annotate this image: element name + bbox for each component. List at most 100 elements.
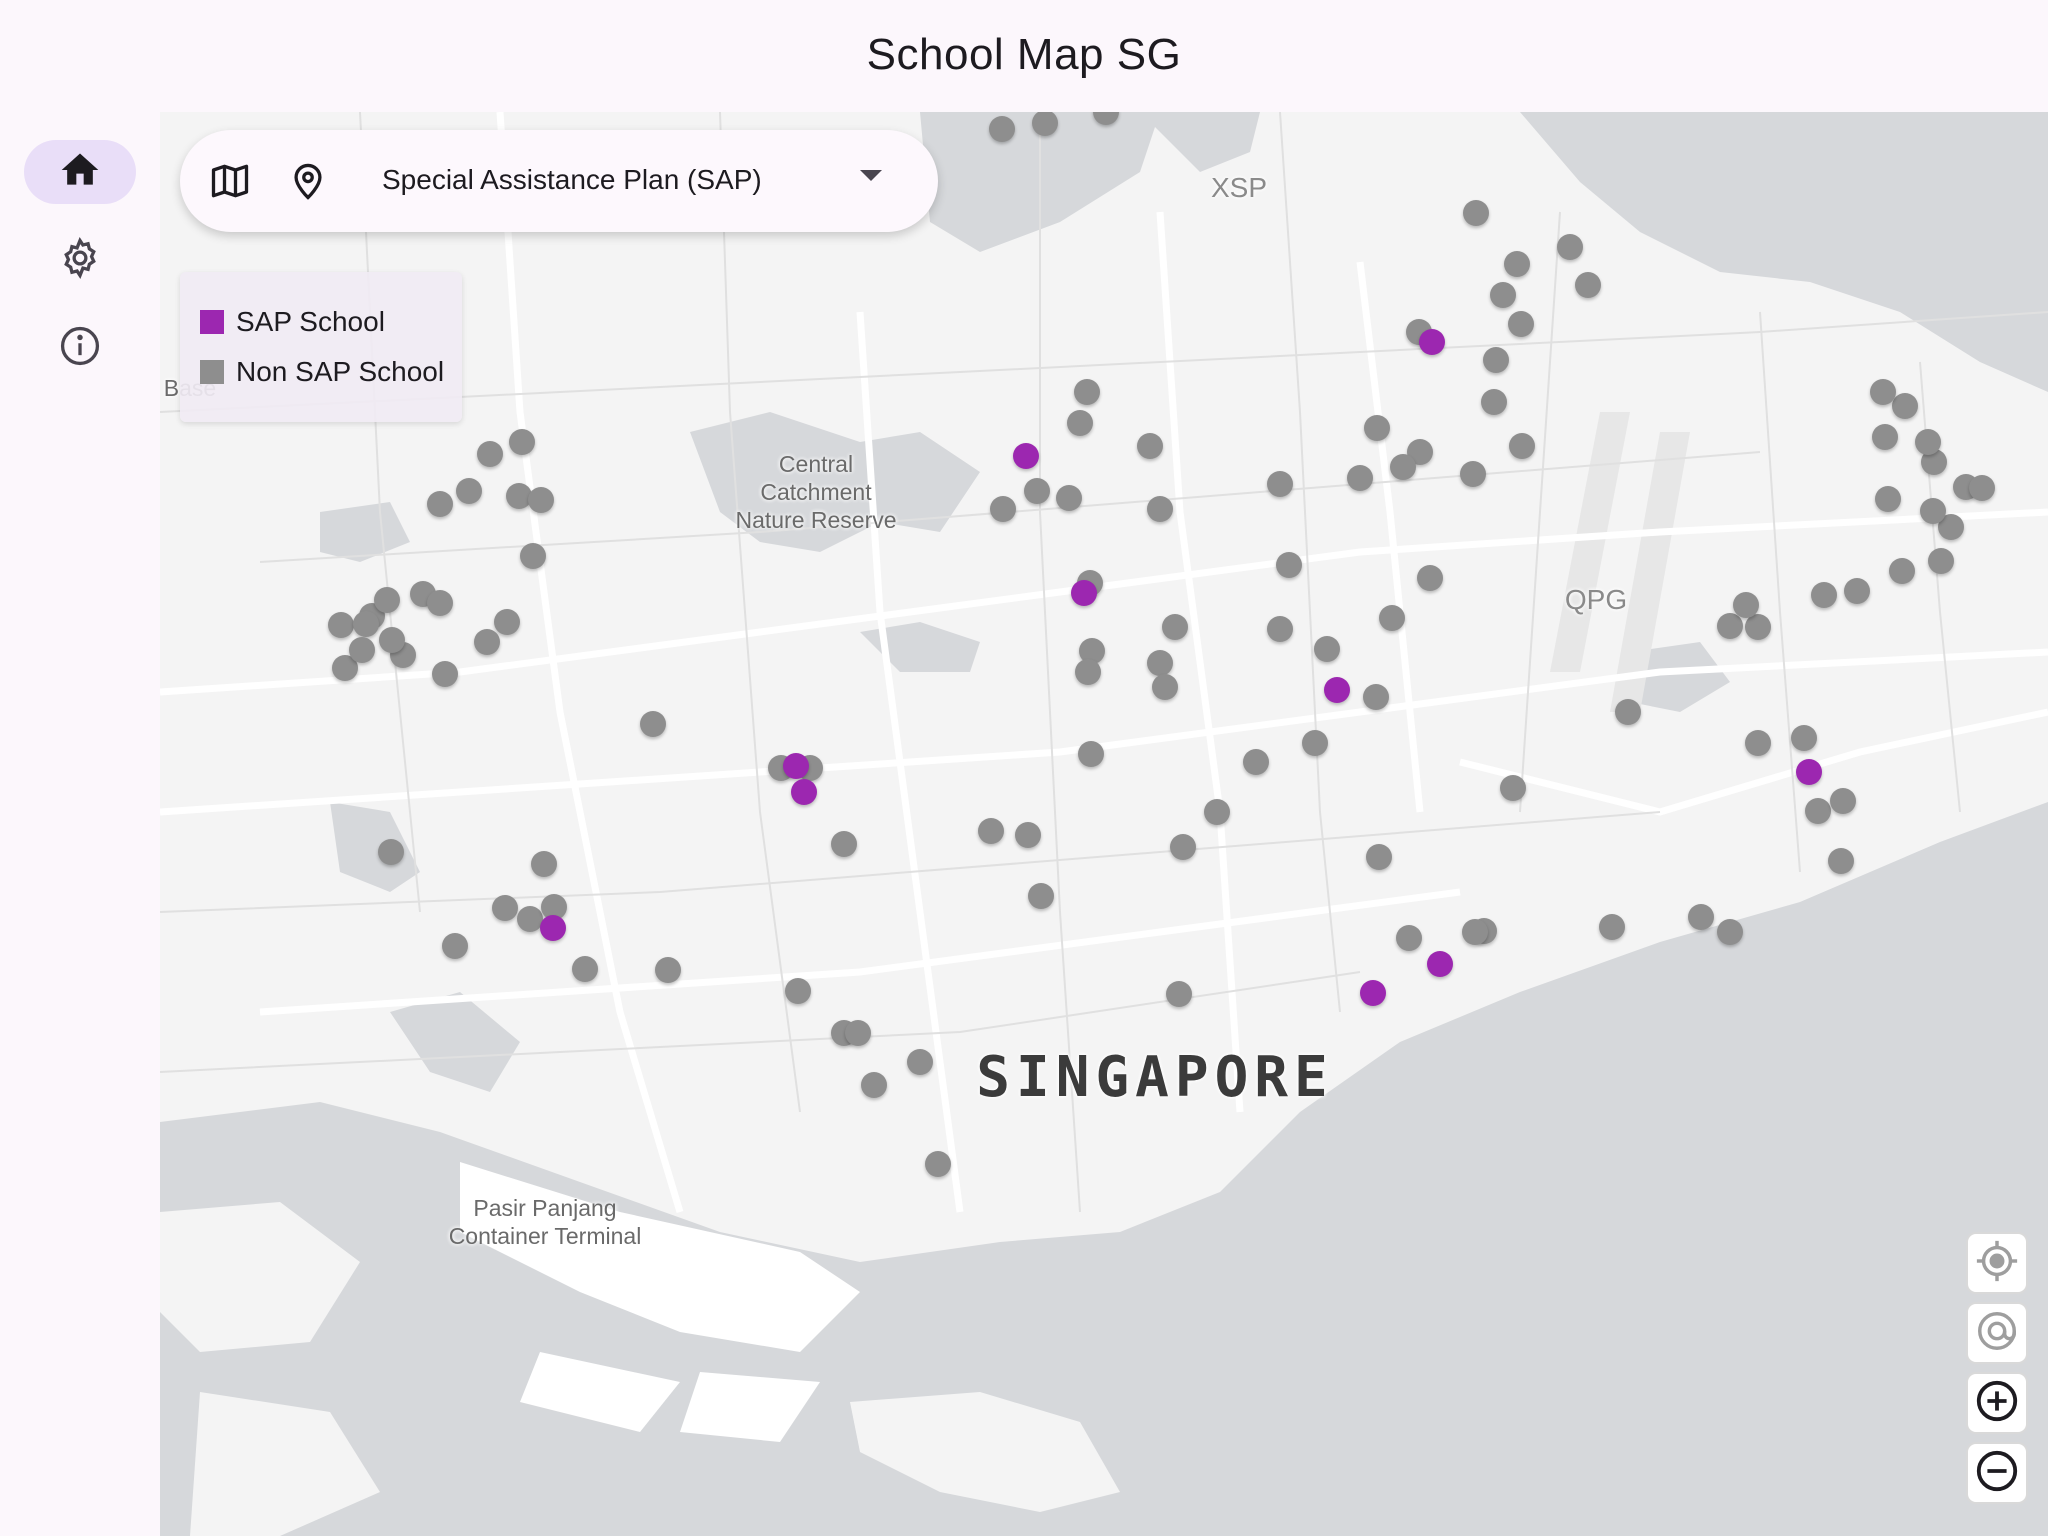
school-marker-non-sap[interactable] [1028,883,1054,909]
school-marker-non-sap[interactable] [427,590,453,616]
school-marker-non-sap[interactable] [328,612,354,638]
school-marker-non-sap[interactable] [1243,749,1269,775]
school-marker-non-sap[interactable] [1745,614,1771,640]
school-marker-non-sap[interactable] [477,441,503,467]
school-marker-non-sap[interactable] [1366,844,1392,870]
school-marker-non-sap[interactable] [379,627,405,653]
school-marker-sap[interactable] [1419,329,1445,355]
school-marker-non-sap[interactable] [374,587,400,613]
school-marker-non-sap[interactable] [1892,393,1918,419]
school-marker-non-sap[interactable] [907,1049,933,1075]
school-map[interactable]: Central Catchment Nature Reserve Pasir P… [160,112,2048,1536]
nav-settings-button[interactable] [24,228,136,292]
school-marker-non-sap[interactable] [1717,613,1743,639]
school-marker-non-sap[interactable] [1170,834,1196,860]
school-marker-non-sap[interactable] [1276,552,1302,578]
school-type-select[interactable]: Special Assistance Plan (SAP) [382,164,762,195]
school-marker-non-sap[interactable] [520,543,546,569]
school-marker-non-sap[interactable] [528,487,554,513]
school-marker-non-sap[interactable] [1828,848,1854,874]
school-marker-non-sap[interactable] [1396,925,1422,951]
school-marker-non-sap[interactable] [1615,699,1641,725]
school-marker-non-sap[interactable] [1074,379,1100,405]
school-marker-non-sap[interactable] [1733,592,1759,618]
school-marker-sap[interactable] [1324,677,1350,703]
school-marker-non-sap[interactable] [1889,558,1915,584]
school-marker-non-sap[interactable] [1844,578,1870,604]
school-marker-non-sap[interactable] [1147,650,1173,676]
school-marker-non-sap[interactable] [845,1020,871,1046]
school-marker-non-sap[interactable] [1500,775,1526,801]
school-marker-sap[interactable] [540,915,566,941]
school-marker-non-sap[interactable] [1509,433,1535,459]
school-marker-non-sap[interactable] [1314,636,1340,662]
school-marker-non-sap[interactable] [1805,798,1831,824]
school-marker-sap[interactable] [1013,443,1039,469]
school-marker-non-sap[interactable] [861,1072,887,1098]
school-marker-non-sap[interactable] [989,116,1015,142]
school-marker-non-sap[interactable] [1024,478,1050,504]
school-marker-non-sap[interactable] [1347,465,1373,491]
school-marker-non-sap[interactable] [1969,475,1995,501]
nav-home-button[interactable] [24,140,136,204]
school-marker-non-sap[interactable] [1015,822,1041,848]
school-marker-non-sap[interactable] [990,496,1016,522]
school-marker-non-sap[interactable] [1462,919,1488,945]
school-marker-non-sap[interactable] [1302,730,1328,756]
school-marker-non-sap[interactable] [655,957,681,983]
school-marker-sap[interactable] [1071,580,1097,606]
school-marker-non-sap[interactable] [1379,605,1405,631]
school-marker-non-sap[interactable] [1056,485,1082,511]
school-marker-non-sap[interactable] [1599,914,1625,940]
school-marker-non-sap[interactable] [1364,415,1390,441]
school-marker-non-sap[interactable] [1390,454,1416,480]
school-marker-non-sap[interactable] [1032,112,1058,136]
school-marker-non-sap[interactable] [1460,461,1486,487]
school-marker-non-sap[interactable] [572,956,598,982]
school-marker-non-sap[interactable] [427,491,453,517]
school-marker-non-sap[interactable] [1204,799,1230,825]
school-marker-non-sap[interactable] [1267,471,1293,497]
school-marker-non-sap[interactable] [1504,251,1530,277]
school-marker-non-sap[interactable] [1483,347,1509,373]
dropdown-arrow-icon[interactable] [860,170,882,181]
school-marker-non-sap[interactable] [1557,234,1583,260]
school-marker-non-sap[interactable] [456,478,482,504]
school-marker-non-sap[interactable] [349,637,375,663]
school-marker-non-sap[interactable] [494,609,520,635]
school-marker-non-sap[interactable] [1688,904,1714,930]
school-marker-non-sap[interactable] [1870,379,1896,405]
school-marker-non-sap[interactable] [442,933,468,959]
zoom-out-button[interactable] [1966,1442,2028,1504]
school-marker-non-sap[interactable] [1745,730,1771,756]
school-marker-non-sap[interactable] [517,906,543,932]
school-marker-sap[interactable] [783,753,809,779]
school-marker-sap[interactable] [791,779,817,805]
school-marker-non-sap[interactable] [378,839,404,865]
school-marker-non-sap[interactable] [1791,725,1817,751]
school-marker-non-sap[interactable] [1078,741,1104,767]
school-marker-non-sap[interactable] [1162,614,1188,640]
track-location-button[interactable] [1966,1302,2028,1364]
location-pin-icon[interactable] [286,159,330,203]
school-marker-non-sap[interactable] [509,429,535,455]
school-marker-non-sap[interactable] [506,483,532,509]
school-marker-non-sap[interactable] [1417,565,1443,591]
school-marker-non-sap[interactable] [1811,582,1837,608]
school-marker-non-sap[interactable] [831,831,857,857]
school-marker-non-sap[interactable] [1915,429,1941,455]
school-marker-non-sap[interactable] [1267,616,1293,642]
school-marker-non-sap[interactable] [474,629,500,655]
school-marker-non-sap[interactable] [640,711,666,737]
school-marker-non-sap[interactable] [1920,498,1946,524]
school-marker-non-sap[interactable] [1093,112,1119,125]
zoom-in-button[interactable] [1966,1372,2028,1434]
school-marker-non-sap[interactable] [1137,433,1163,459]
school-marker-non-sap[interactable] [1067,410,1093,436]
school-marker-non-sap[interactable] [785,978,811,1004]
school-marker-non-sap[interactable] [1717,919,1743,945]
school-marker-non-sap[interactable] [1363,684,1389,710]
nav-info-button[interactable] [24,316,136,380]
school-marker-non-sap[interactable] [353,611,379,637]
my-location-button[interactable] [1966,1232,2028,1294]
